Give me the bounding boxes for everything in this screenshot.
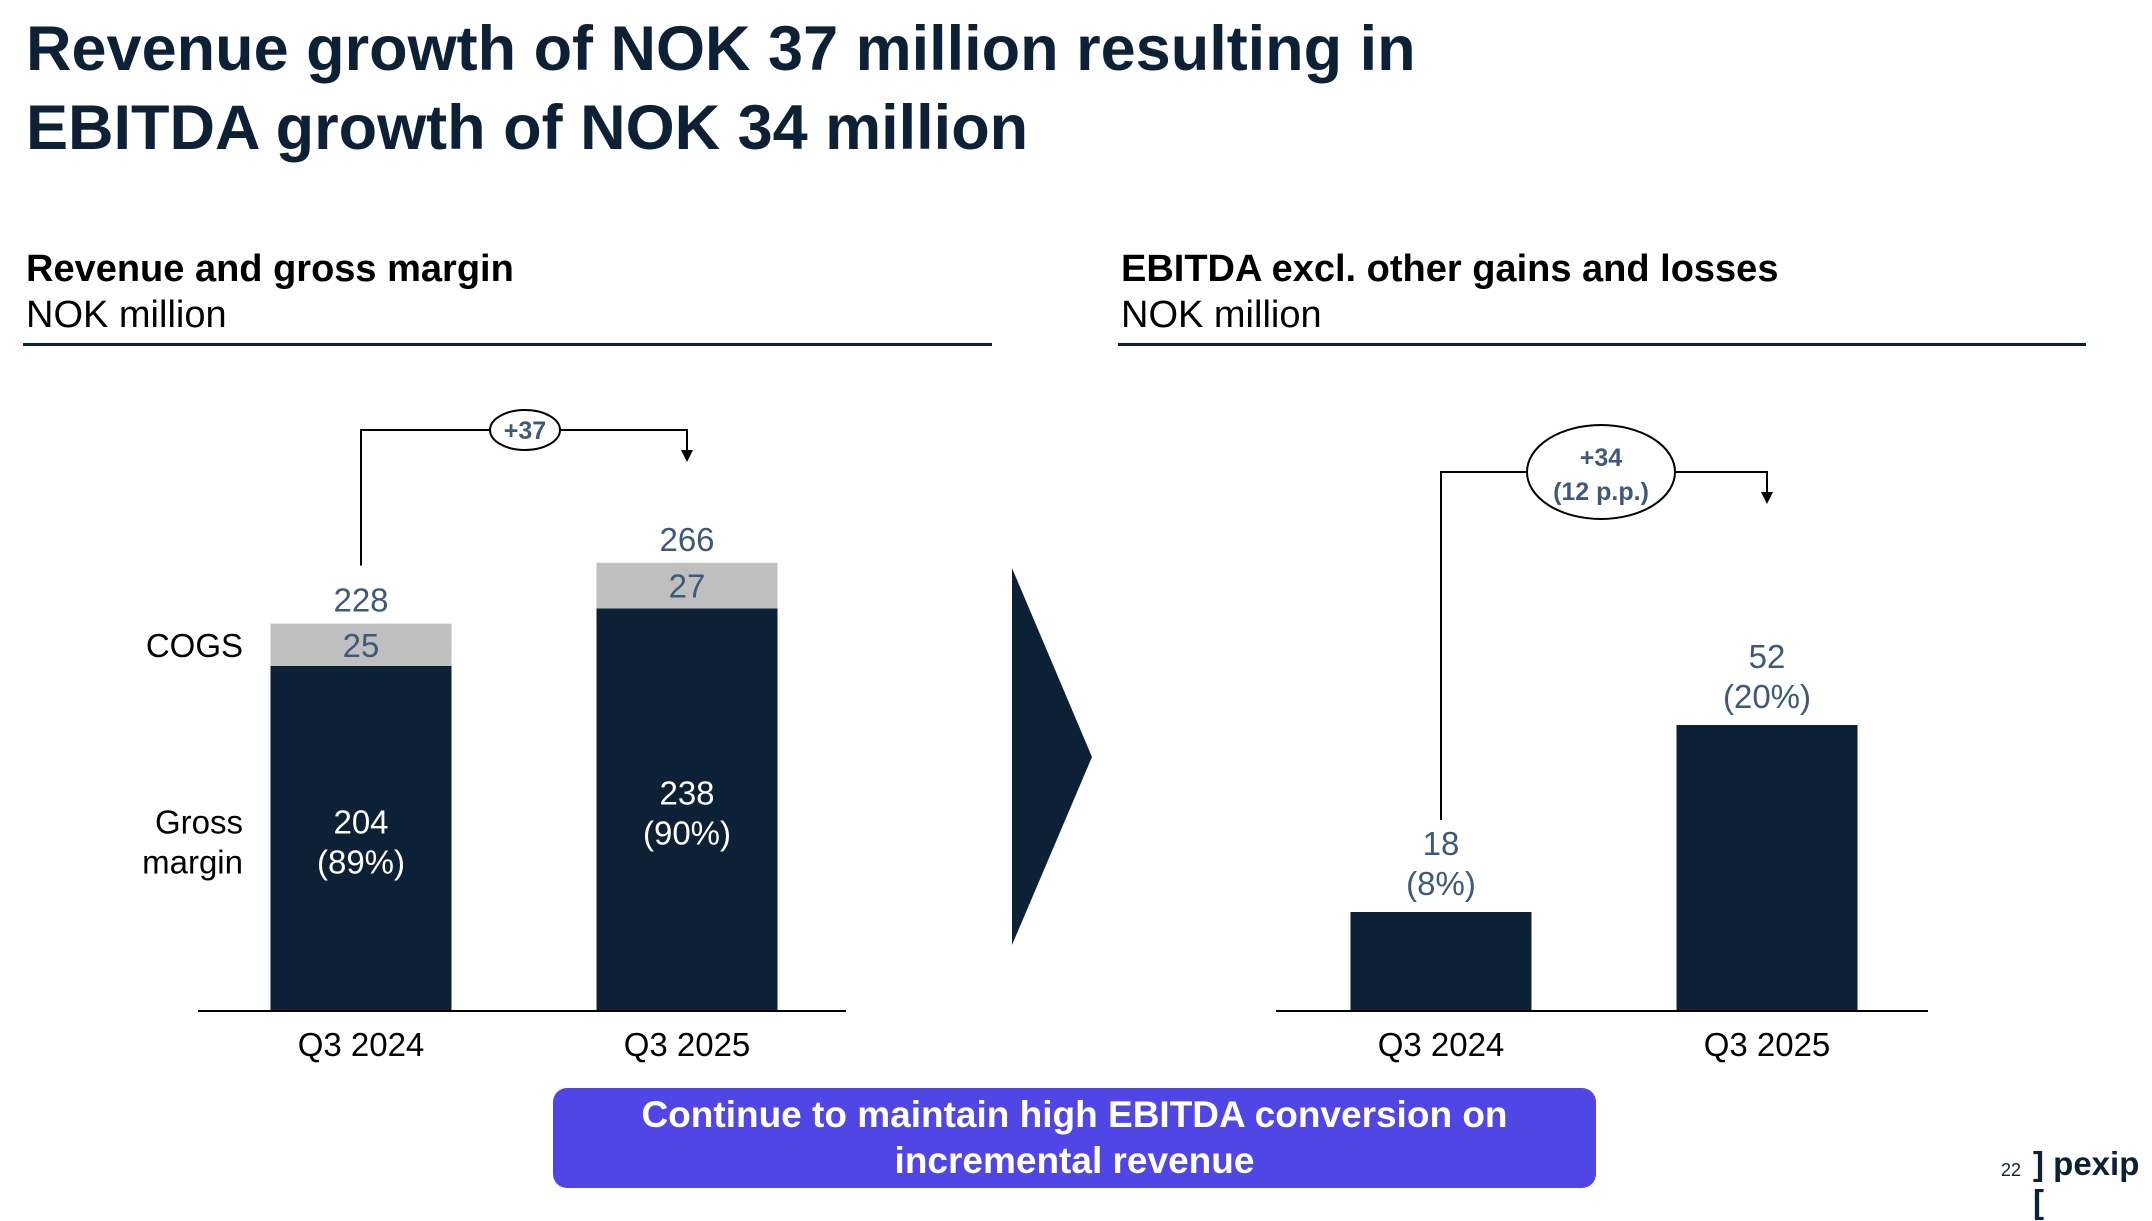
- ebitda-chart-rule: [1118, 343, 2086, 346]
- x-tick-label: Q3 2024: [298, 1026, 425, 1063]
- cogs-value-label: 25: [343, 627, 380, 664]
- cogs-legend-label: COGS: [146, 627, 243, 664]
- ebitda-value-label: 18: [1423, 825, 1460, 862]
- change-label: (12 p.p.): [1553, 478, 1649, 506]
- ebitda-pct-label: (8%): [1406, 865, 1476, 902]
- title-line-2: EBITDA growth of NOK 34 million: [26, 93, 1029, 163]
- total-value-label: 228: [333, 582, 388, 619]
- page-number: 22: [2001, 1160, 2022, 1180]
- revenue-chart-header: Revenue and gross margin NOK million: [26, 246, 514, 338]
- x-tick-label: Q3 2025: [1704, 1026, 1831, 1063]
- callout-box: Continue to maintain high EBITDA convers…: [553, 1088, 1596, 1188]
- cogs-value-label: 27: [669, 568, 706, 605]
- x-tick-label: Q3 2024: [1378, 1026, 1505, 1063]
- change-badge: [1526, 424, 1676, 520]
- ebitda-value-label: 52: [1749, 638, 1786, 675]
- cogs-bar: [596, 562, 778, 609]
- cogs-bar: [270, 623, 452, 666]
- gross-margin-legend-label: Gross: [155, 803, 243, 840]
- total-value-label: 266: [659, 521, 714, 558]
- ebitda-chart-heading: EBITDA excl. other gains and losses: [1121, 248, 1779, 290]
- gross-margin-pct-label: (89%): [317, 843, 405, 880]
- title-line-1: Revenue growth of NOK 37 million resulti…: [26, 14, 1416, 84]
- gross-margin-value-label: 204: [333, 803, 388, 840]
- gross-margin-legend-label: margin: [142, 843, 243, 880]
- pexip-logo: ] pexip [: [2033, 1145, 2140, 1220]
- revenue-chart-rule: [23, 343, 992, 346]
- ebitda-bar: [1676, 725, 1858, 1011]
- revenue-chart: 204(89%) 25 228 Q3 2024 238(90%) 27 266 Q3 2025…: [142, 409, 846, 1063]
- ebitda-chart-header: EBITDA excl. other gains and losses NOK …: [1121, 246, 1778, 338]
- ebitda-pct-label: (20%): [1723, 678, 1811, 715]
- ebitda-bar: [1350, 912, 1532, 1011]
- callout-line-2: incremental revenue: [894, 1140, 1255, 1181]
- page-title: Revenue growth of NOK 37 million resulti…: [26, 10, 1726, 168]
- change-badge: [489, 409, 561, 451]
- change-label: +37: [504, 417, 546, 445]
- gross-margin-pct-label: (90%): [643, 815, 731, 852]
- revenue-chart-heading: Revenue and gross margin: [26, 248, 514, 290]
- gross-margin-value-label: 238: [659, 775, 714, 812]
- callout-line-1: Continue to maintain high EBITDA convers…: [641, 1094, 1508, 1135]
- x-tick-label: Q3 2025: [624, 1026, 751, 1063]
- gross-margin-bar: [596, 608, 778, 1011]
- revenue-chart-unit: NOK million: [26, 294, 227, 336]
- transition-arrow-shape: [1012, 568, 1092, 945]
- ebitda-chart: 18(8%) Q3 2024 52(20%) Q3 2025 +34 (12 p.p.): [1276, 424, 1928, 1063]
- ebitda-chart-unit: NOK million: [1121, 294, 1322, 336]
- charts-canvas: 204(89%) 25 228 Q3 2024 238(90%) 27 266 Q3 2025…: [142, 409, 1928, 1063]
- gross-margin-bar: [270, 665, 452, 1011]
- change-label: +34: [1580, 444, 1623, 472]
